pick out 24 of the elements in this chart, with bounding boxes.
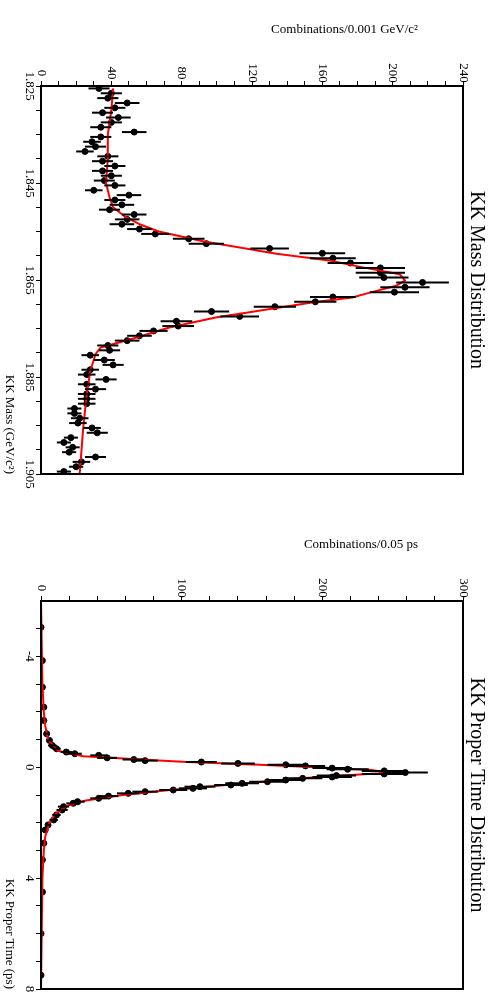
x-tick-label: 100 (175, 578, 191, 598)
y-tick-label: 0 (22, 764, 38, 771)
x-tick-label: 120 (245, 63, 261, 83)
x-tick-label: 40 (104, 66, 120, 80)
x-tick-label: 80 (175, 66, 191, 80)
x-tick-label: 300 (456, 578, 472, 598)
x-axis-title: Combinations/0.001 GeV/c² (271, 21, 419, 37)
y-tick-label: 1.845 (22, 168, 38, 198)
y-tick-label: 1.885 (22, 362, 38, 392)
y-tick-label: 8 (22, 985, 38, 993)
x-tick-label: 200 (315, 578, 331, 598)
y-tick-label: 1.905 (22, 459, 38, 489)
x-tick-label: 200 (386, 63, 402, 83)
x-tick-label: 0 (34, 584, 50, 592)
x-tick-label: 160 (315, 63, 331, 83)
x-tick-label: 240 (456, 63, 472, 83)
y-tick-label: 1.865 (22, 265, 38, 295)
text: KK Mass Distribution (466, 191, 488, 369)
text: KK Proper Time Distribution (465, 677, 488, 913)
y-axis-title: KK Mass (GeV/c²) (2, 374, 18, 474)
x-axis-title: Combinations/0.05 ps (303, 536, 418, 552)
y-tick-label: 4 (22, 874, 38, 882)
y-axis-title: KK Proper Time (ps) (2, 878, 18, 989)
y-tick-label: -4 (22, 651, 38, 663)
